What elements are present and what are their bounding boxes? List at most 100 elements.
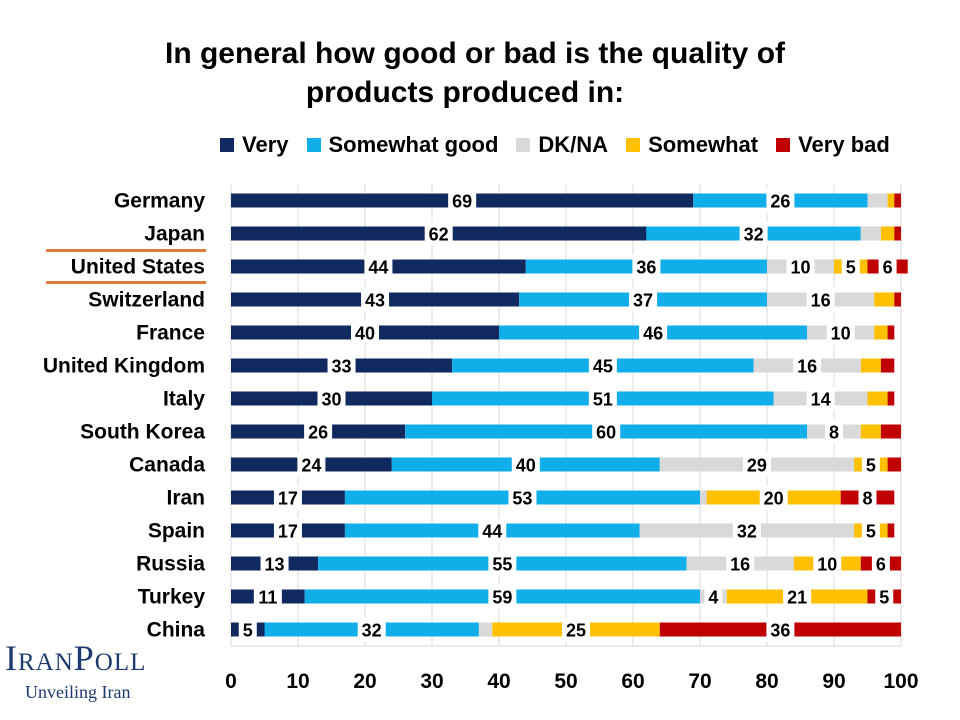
category-label-canada: Canada bbox=[129, 454, 205, 477]
data-label-bg bbox=[361, 287, 390, 312]
chart-title-line-1: In general how good or bad is the qualit… bbox=[164, 37, 786, 70]
category-label-spain: Spain bbox=[148, 520, 205, 543]
data-label-turkey-very: 11 bbox=[258, 588, 277, 608]
data-label-bg bbox=[317, 386, 346, 411]
bar-spain-very-bad bbox=[887, 523, 895, 538]
category-label-south-korea: South Korea bbox=[80, 421, 205, 444]
data-label-bg bbox=[588, 386, 617, 411]
category-label-iran: Iran bbox=[166, 487, 205, 510]
bar-united-kingdom-very-bad bbox=[880, 358, 895, 373]
data-label-bg bbox=[632, 254, 661, 279]
data-label-united-states-very-bad: 6 bbox=[883, 258, 893, 278]
data-label-canada-somewhat-good: 40 bbox=[516, 456, 536, 476]
data-label-united-states-very: 44 bbox=[368, 258, 388, 278]
chart-legend: Very Somewhat good DK/NA Somewhat Very b… bbox=[220, 130, 908, 160]
data-label-iran-somewhat-good: 53 bbox=[512, 489, 532, 509]
category-label-russia: Russia bbox=[136, 553, 205, 576]
x-tick-label-40: 40 bbox=[487, 670, 510, 693]
data-label-japan-somewhat-good: 32 bbox=[744, 225, 764, 245]
data-label-china-somewhat-good: 32 bbox=[362, 621, 382, 641]
data-label-bg bbox=[793, 353, 822, 378]
data-label-russia-somewhat: 10 bbox=[817, 555, 837, 575]
bar-germany-dk-na bbox=[867, 193, 888, 208]
data-label-canada-very: 24 bbox=[301, 456, 321, 476]
category-label-china: China bbox=[147, 619, 206, 642]
data-label-china-somewhat: 25 bbox=[566, 621, 586, 641]
data-label-switzerland-dk-na: 16 bbox=[811, 291, 831, 311]
data-label-italy-somewhat-good: 51 bbox=[593, 390, 613, 410]
data-label-united-states-somewhat-good: 36 bbox=[636, 258, 656, 278]
data-label-bg bbox=[759, 485, 788, 510]
data-label-bg bbox=[783, 584, 812, 609]
x-tick-label-20: 20 bbox=[353, 670, 376, 693]
bar-south-korea-somewhat bbox=[860, 424, 881, 439]
legend-swatch-very-bad bbox=[776, 138, 791, 152]
data-label-iran-very: 17 bbox=[278, 489, 298, 509]
data-label-bg bbox=[813, 551, 842, 576]
data-label-bg bbox=[704, 584, 723, 609]
category-label-japan: Japan bbox=[144, 223, 205, 246]
data-label-iran-very-bad: 8 bbox=[862, 489, 872, 509]
data-label-bg bbox=[364, 254, 393, 279]
data-label-bg bbox=[424, 221, 453, 246]
data-label-spain-very: 17 bbox=[278, 522, 298, 542]
data-label-canada-dk-na: 29 bbox=[747, 456, 767, 476]
data-label-south-korea-very: 26 bbox=[308, 423, 328, 443]
data-label-iran-somewhat: 20 bbox=[764, 489, 784, 509]
x-tick-label-90: 90 bbox=[822, 670, 845, 693]
legend-label-very-bad: Very bad bbox=[798, 132, 890, 157]
data-label-turkey-very-bad: 5 bbox=[879, 588, 889, 608]
legend-swatch-somewhat-good bbox=[306, 138, 321, 152]
data-label-united-kingdom-somewhat-good: 45 bbox=[593, 357, 613, 377]
data-label-bg bbox=[861, 452, 880, 477]
data-label-bg bbox=[357, 617, 386, 642]
data-label-bg bbox=[238, 617, 257, 642]
data-label-spain-dk-na: 32 bbox=[737, 522, 757, 542]
bar-switzerland-very-bad bbox=[894, 292, 901, 307]
data-label-germany-very: 69 bbox=[452, 192, 472, 212]
data-label-bg bbox=[297, 452, 326, 477]
data-label-bg bbox=[253, 584, 282, 609]
legend-swatch-somewhat bbox=[626, 138, 641, 152]
data-label-russia-very-bad: 6 bbox=[876, 555, 886, 575]
category-label-germany: Germany bbox=[114, 190, 205, 213]
legend-label-somewhat: Somewhat bbox=[648, 132, 759, 157]
data-label-bg bbox=[825, 419, 843, 444]
category-label-switzerland: Switzerland bbox=[88, 289, 205, 312]
data-label-united-kingdom-dk-na: 16 bbox=[797, 357, 817, 377]
bar-germany-very-bad bbox=[894, 193, 901, 208]
data-label-bg bbox=[478, 518, 507, 543]
data-label-bg bbox=[488, 584, 517, 609]
data-label-bg bbox=[304, 419, 333, 444]
data-label-south-korea-somewhat-good: 60 bbox=[596, 423, 616, 443]
data-label-france-somewhat-good: 46 bbox=[643, 324, 663, 344]
data-label-bg bbox=[448, 188, 477, 213]
data-label-canada-somewhat: 5 bbox=[866, 456, 876, 476]
data-label-bg bbox=[732, 518, 761, 543]
data-label-france-very: 40 bbox=[355, 324, 375, 344]
logo-tagline: Unveiling Iran bbox=[25, 682, 131, 702]
data-label-italy-dk-na: 14 bbox=[811, 390, 831, 410]
bar-iran-dk-na bbox=[700, 490, 707, 505]
data-label-bg bbox=[871, 551, 890, 576]
data-label-bg bbox=[260, 551, 289, 576]
data-label-bg bbox=[841, 254, 860, 279]
data-label-russia-very: 13 bbox=[265, 555, 285, 575]
data-label-bg bbox=[786, 254, 815, 279]
data-label-bg bbox=[508, 485, 537, 510]
legend-item-very-bad: Very bad bbox=[776, 132, 890, 158]
legend-item-dk-na: DK/NA bbox=[516, 132, 608, 158]
legend-item-somewhat-good: Somewhat good bbox=[306, 132, 499, 158]
data-label-bg bbox=[588, 353, 617, 378]
data-label-france-dk-na: 10 bbox=[831, 324, 851, 344]
bar-france-very-bad bbox=[887, 325, 895, 340]
bar-italy-very-bad bbox=[887, 391, 895, 406]
data-label-bg bbox=[562, 617, 591, 642]
logo-text: IranPoll bbox=[5, 638, 147, 678]
bar-japan-very-bad bbox=[894, 226, 901, 241]
legend-label-somewhat-good: Somewhat good bbox=[328, 132, 499, 157]
category-label-france: France bbox=[136, 322, 205, 345]
data-label-bg bbox=[806, 386, 835, 411]
data-label-bg bbox=[592, 419, 621, 444]
bar-germany-somewhat bbox=[887, 193, 895, 208]
